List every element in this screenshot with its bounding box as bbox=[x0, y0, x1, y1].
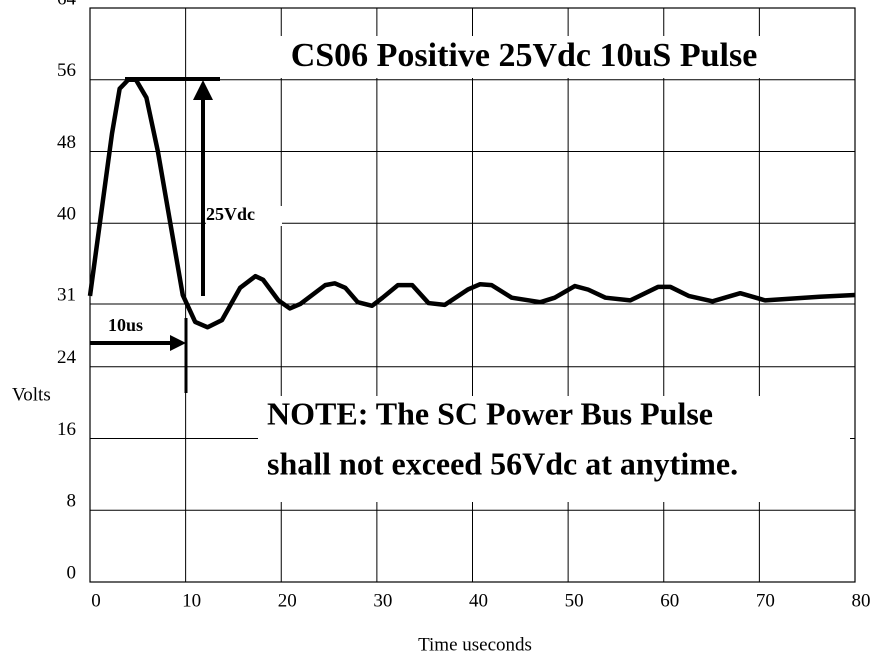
note-line: NOTE: The SC Power Bus Pulse bbox=[267, 395, 713, 431]
x-tick-label: 30 bbox=[373, 590, 392, 611]
y-tick-label: 56 bbox=[57, 60, 76, 81]
y-tick-label: 64 bbox=[57, 0, 77, 9]
x-tick-label: 10 bbox=[182, 590, 201, 611]
y-tick-label: 24 bbox=[57, 347, 77, 368]
data-layer bbox=[87, 77, 856, 330]
note-box bbox=[258, 396, 850, 502]
y-axis-label: Volts bbox=[12, 384, 51, 405]
x-axis-label: Time useconds bbox=[418, 634, 532, 655]
x-tick-label: 70 bbox=[756, 590, 775, 611]
x-tick-label: 0 bbox=[91, 590, 101, 611]
y-tick-label: 31 bbox=[57, 284, 76, 305]
x-tick-label: 60 bbox=[660, 590, 679, 611]
chart-title: CS06 Positive 25Vdc 10uS Pulse bbox=[291, 37, 758, 74]
label-box bbox=[206, 206, 282, 226]
arrow-head bbox=[193, 80, 213, 100]
x-tick-label: 50 bbox=[565, 590, 584, 611]
y-tick-label: 48 bbox=[57, 132, 76, 153]
x-tick-label: 80 bbox=[852, 590, 870, 611]
x-tick-label: 40 bbox=[469, 590, 488, 611]
y-tick-label: 0 bbox=[67, 562, 77, 583]
y-tick-label: 8 bbox=[67, 491, 77, 512]
y-tick-label: 40 bbox=[57, 204, 76, 225]
annotation: 25Vdc bbox=[206, 204, 255, 224]
note-line: shall not exceed 56Vdc at anytime. bbox=[267, 445, 738, 481]
title-box bbox=[218, 36, 830, 78]
data-line bbox=[87, 77, 856, 330]
y-tick-label: 16 bbox=[57, 419, 76, 440]
annotation: 10us bbox=[108, 315, 143, 335]
arrow-head bbox=[170, 335, 186, 351]
x-tick-label: 20 bbox=[278, 590, 297, 611]
